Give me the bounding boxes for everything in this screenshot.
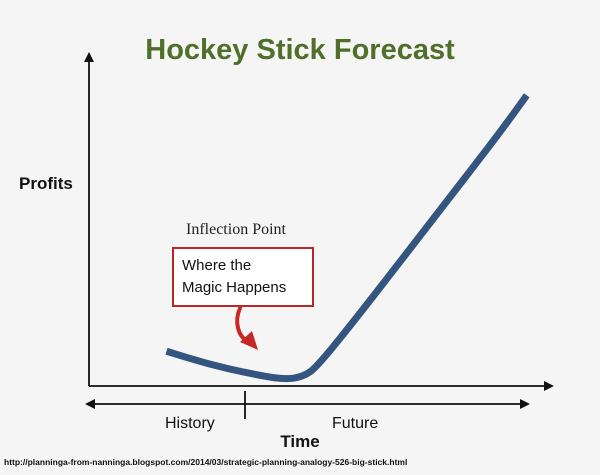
y-axis-label: Profits xyxy=(19,174,73,193)
series-layer xyxy=(165,93,530,383)
x-axis-label: Time xyxy=(280,432,320,451)
future-label: Future xyxy=(332,415,379,432)
history-label: History xyxy=(165,415,215,432)
chart-title: Hockey Stick Forecast xyxy=(145,34,455,66)
source-url: http://planninga-from-nanninga.blogspot.… xyxy=(4,457,408,467)
callout-line-2: Magic Happens xyxy=(182,279,287,296)
hockey-stick-curve xyxy=(165,93,530,383)
magic-callout: Where the Magic Happens xyxy=(172,247,314,307)
inflection-point-label: Inflection Point xyxy=(186,221,286,238)
callout-line-1: Where the xyxy=(182,257,252,274)
callout-arrow-head xyxy=(240,331,258,350)
